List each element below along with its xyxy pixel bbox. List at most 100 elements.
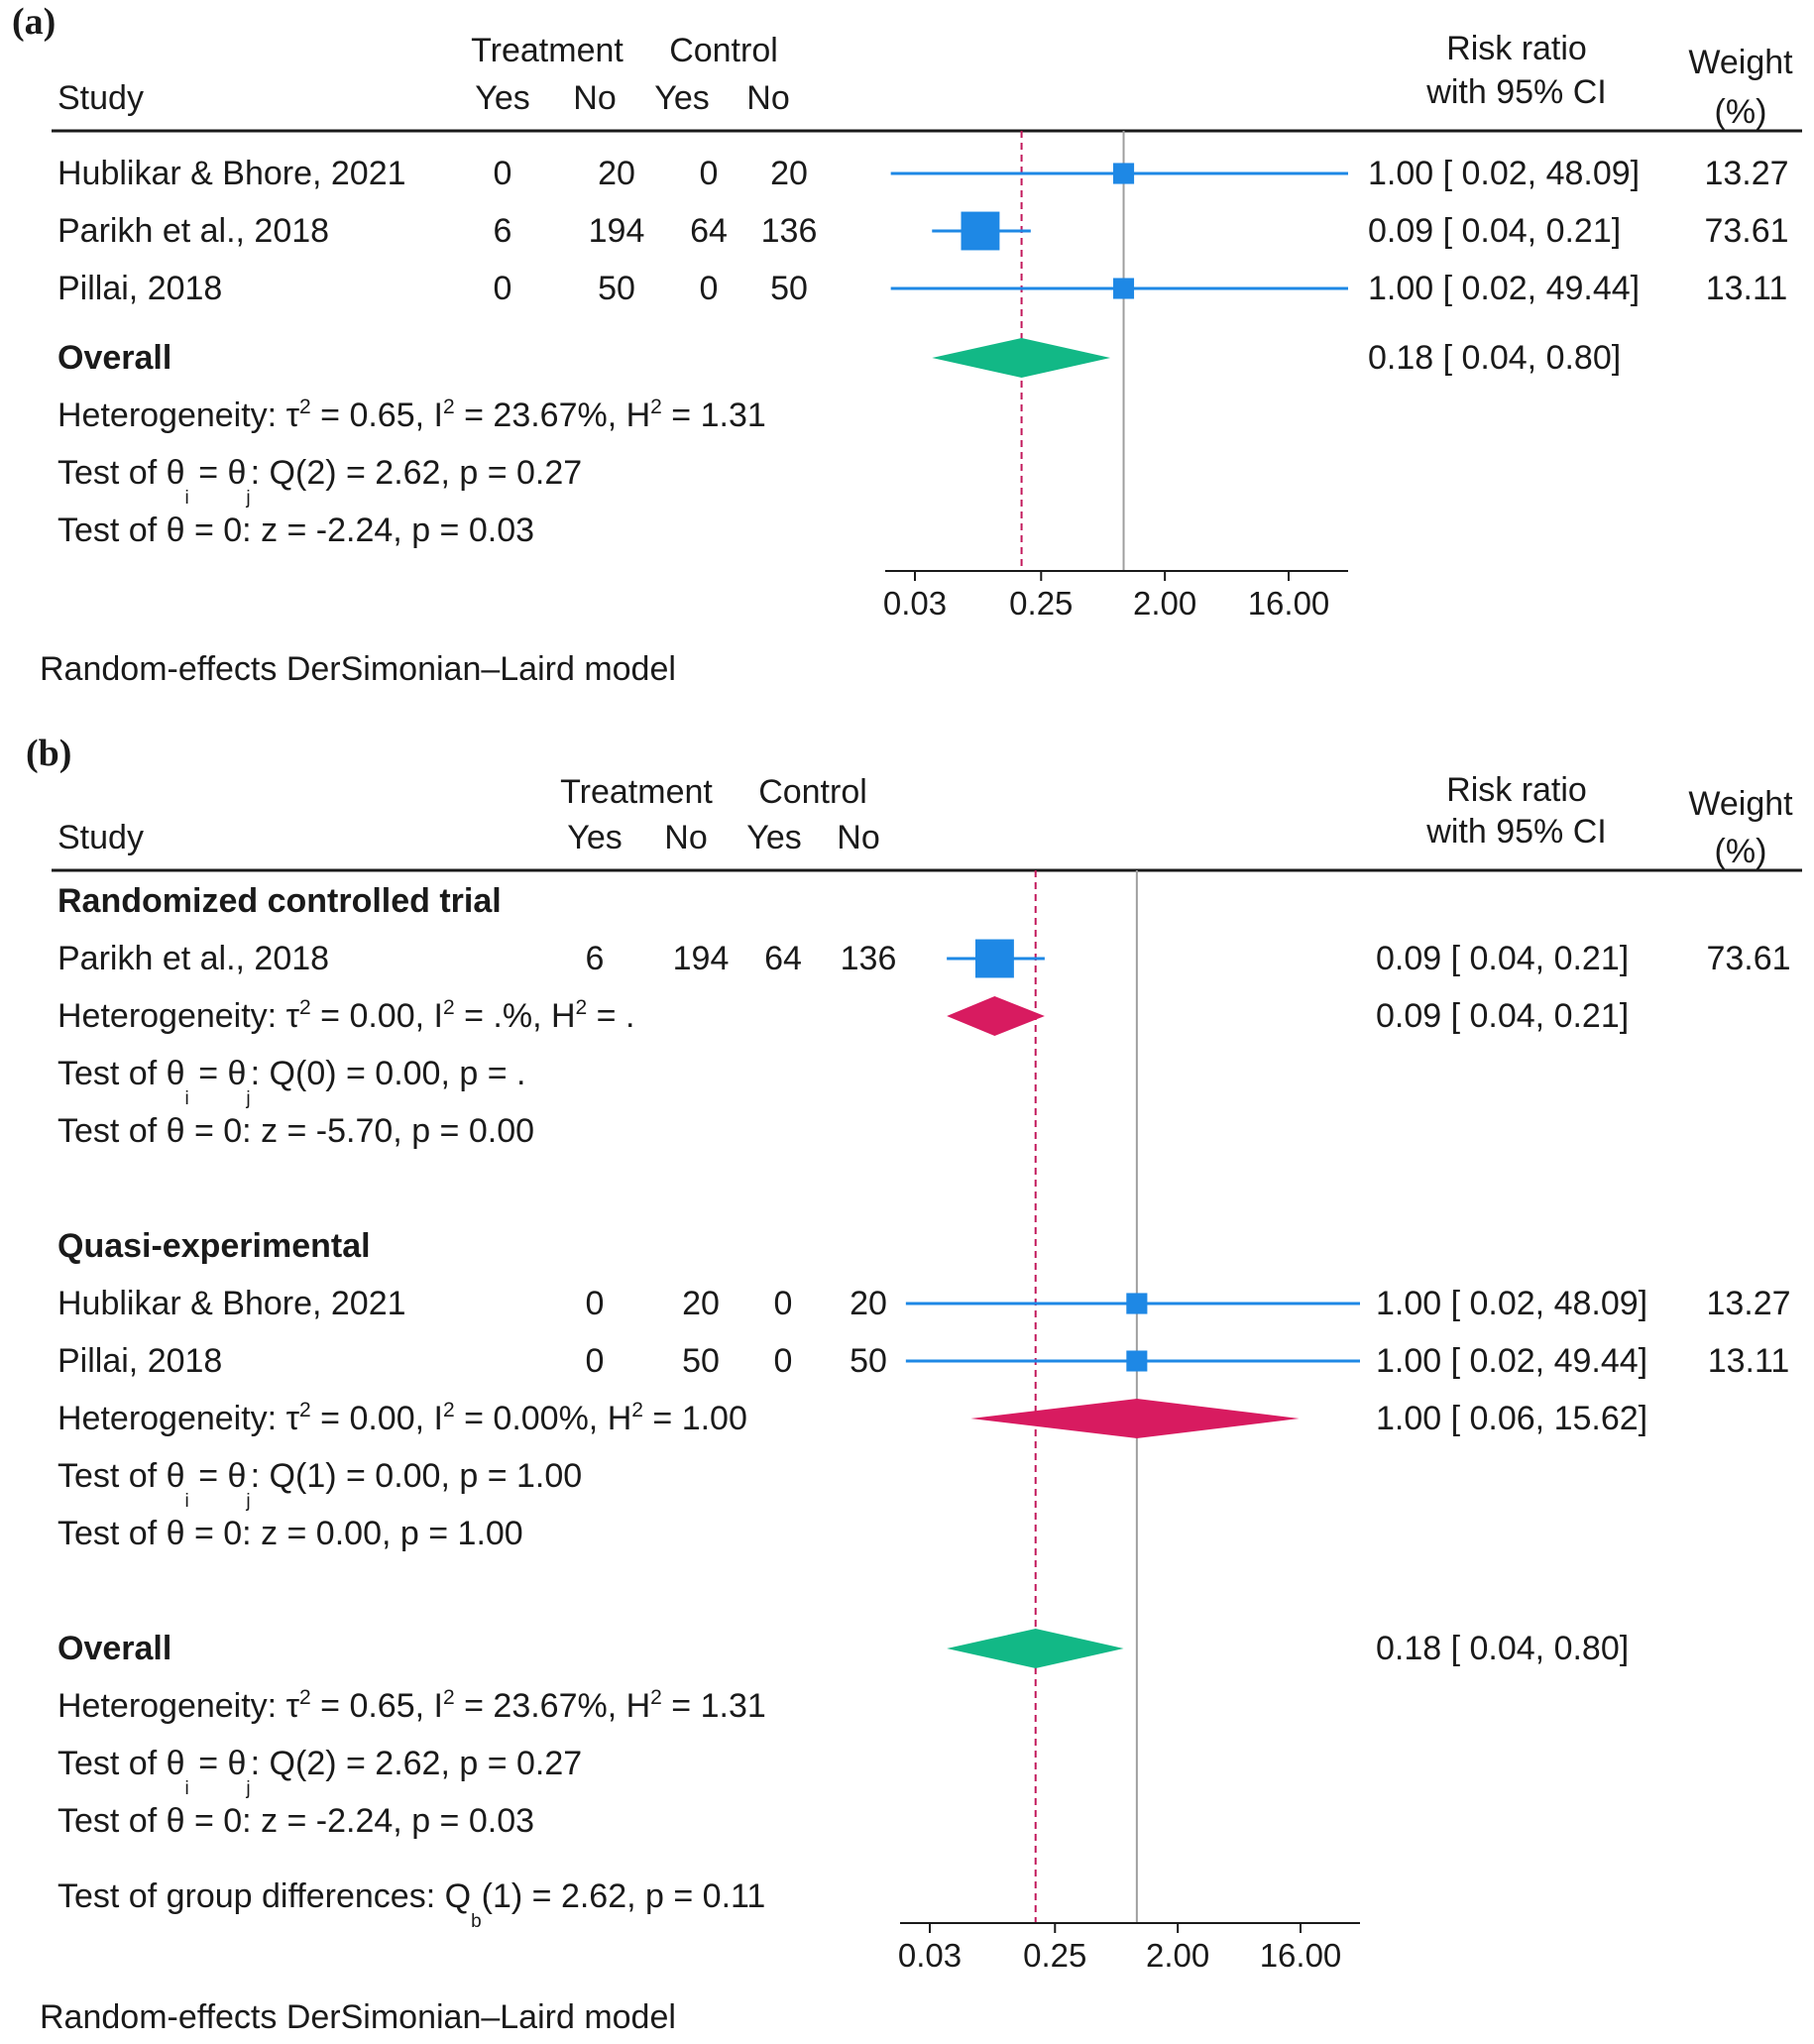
ci-text: 0.09 [ 0.04, 0.21]	[1368, 212, 1621, 250]
header-weight-unit: (%)	[1715, 93, 1767, 131]
model-footnote: Random-effects DerSimonian–Laird model	[40, 1998, 676, 2036]
subgroup-diamond	[970, 1399, 1300, 1438]
study-label: Hublikar & Bhore, 2021	[57, 1285, 406, 1322]
stat-line-q: Test of θi = θj: Q(2) = 2.62, p = 0.27	[57, 454, 582, 509]
header-control: Control	[669, 32, 778, 69]
control-yes-value: 0	[774, 1285, 793, 1322]
ci-text: 1.00 [ 0.02, 48.09]	[1376, 1285, 1647, 1322]
header-ci: with 95% CI	[1425, 73, 1606, 111]
stat-line-q: Test of θi = θj: Q(0) = 0.00, p = .	[57, 1055, 525, 1109]
header-treatment-no: No	[664, 819, 707, 856]
control-no-value: 20	[850, 1285, 887, 1322]
study-label: Parikh et al., 2018	[57, 212, 329, 250]
x-tick-label: 0.25	[1009, 585, 1073, 622]
x-tick-label: 0.03	[883, 585, 947, 622]
study-marker	[1126, 1293, 1148, 1314]
x-tick-label: 0.25	[1023, 1937, 1086, 1974]
ci-text: 1.00 [ 0.02, 49.44]	[1368, 270, 1640, 307]
ci-text: 0.09 [ 0.04, 0.21]	[1376, 940, 1629, 977]
stat-line-het: Heterogeneity: τ2 = 0.65, I2 = 23.67%, H…	[57, 1686, 766, 1725]
forest-panel-b: (b) Treatment Control Study Yes No Yes No Risk r…	[26, 733, 1802, 2036]
header-control-no: No	[837, 819, 879, 856]
stat-line-qb: Test of group differences: Qb(1) = 2.62,…	[57, 1877, 765, 1932]
forest-panel-a: (a) Treatment Control Study Yes No Yes No Risk r…	[12, 1, 1802, 688]
x-tick-label: 2.00	[1146, 1937, 1209, 1974]
header-treatment: Treatment	[471, 32, 624, 69]
subgroup-ci-text: 1.00 [ 0.06, 15.62]	[1376, 1400, 1647, 1437]
treatment-yes-value: 0	[494, 155, 512, 192]
study-label: Pillai, 2018	[57, 1342, 222, 1380]
subgroup-label: Quasi-experimental	[57, 1227, 371, 1265]
header-study: Study	[57, 79, 144, 117]
stat-line-z: Test of θ = 0: z = -2.24, p = 0.03	[57, 1802, 534, 1840]
x-tick-label: 2.00	[1133, 585, 1196, 622]
panel-label: (a)	[12, 1, 56, 43]
overall-label: Overall	[57, 1630, 171, 1667]
overall-diamond	[932, 338, 1111, 378]
treatment-yes-value: 6	[494, 212, 512, 250]
control-yes-value: 0	[700, 270, 719, 307]
weight-value: 13.11	[1706, 270, 1788, 307]
control-yes-value: 0	[700, 155, 719, 192]
header-weight-unit: (%)	[1715, 833, 1767, 870]
header-risk-ratio: Risk ratio	[1446, 771, 1587, 809]
x-tick-label: 0.03	[898, 1937, 962, 1974]
weight-value: 13.27	[1706, 1285, 1790, 1322]
panel-label: (b)	[26, 733, 71, 774]
control-yes-value: 64	[764, 940, 802, 977]
stat-line-het: Heterogeneity: τ2 = 0.00, I2 = 0.00%, H2…	[57, 1399, 747, 1437]
treatment-no-value: 50	[682, 1342, 720, 1380]
stat-line-z: Test of θ = 0: z = -5.70, p = 0.00	[57, 1112, 534, 1150]
control-no-value: 50	[770, 270, 808, 307]
ci-text: 1.00 [ 0.02, 48.09]	[1368, 155, 1640, 192]
study-marker	[1113, 278, 1135, 299]
treatment-yes-value: 0	[586, 1285, 605, 1322]
overall-ci-text: 0.18 [ 0.04, 0.80]	[1376, 1630, 1629, 1667]
study-label: Parikh et al., 2018	[57, 940, 329, 977]
treatment-no-value: 50	[598, 270, 635, 307]
header-study: Study	[57, 819, 144, 856]
stat-line-het: Heterogeneity: τ2 = 0.65, I2 = 23.67%, H…	[57, 396, 766, 434]
treatment-yes-value: 0	[586, 1342, 605, 1380]
control-no-value: 136	[761, 212, 818, 250]
header-treatment: Treatment	[560, 773, 713, 811]
overall-label: Overall	[57, 339, 171, 377]
header-control-yes: Yes	[746, 819, 801, 856]
header-control-yes: Yes	[654, 79, 709, 117]
weight-value: 13.11	[1708, 1342, 1790, 1380]
control-yes-value: 0	[774, 1342, 793, 1380]
treatment-no-value: 20	[682, 1285, 720, 1322]
weight-value: 73.61	[1704, 212, 1788, 250]
header-ci: with 95% CI	[1425, 813, 1606, 851]
treatment-yes-value: 6	[586, 940, 605, 977]
treatment-no-value: 194	[673, 940, 730, 977]
study-label: Hublikar & Bhore, 2021	[57, 155, 406, 192]
header-treatment-no: No	[573, 79, 616, 117]
header-treatment-yes: Yes	[475, 79, 529, 117]
study-marker	[974, 939, 1014, 978]
x-tick-label: 16.00	[1248, 585, 1330, 622]
study-marker	[1126, 1350, 1148, 1372]
study-label: Pillai, 2018	[57, 270, 222, 307]
treatment-no-value: 20	[598, 155, 635, 192]
treatment-yes-value: 0	[494, 270, 512, 307]
overall-ci-text: 0.18 [ 0.04, 0.80]	[1368, 339, 1621, 377]
subgroup-ci-text: 0.09 [ 0.04, 0.21]	[1376, 997, 1629, 1035]
subgroup-diamond	[947, 996, 1045, 1036]
header-risk-ratio: Risk ratio	[1446, 30, 1587, 67]
control-yes-value: 64	[690, 212, 728, 250]
study-marker	[961, 211, 1000, 251]
stat-line-z: Test of θ = 0: z = 0.00, p = 1.00	[57, 1515, 523, 1552]
header-control-no: No	[746, 79, 789, 117]
stat-line-het: Heterogeneity: τ2 = 0.00, I2 = .%, H2 = …	[57, 996, 634, 1035]
study-marker	[1112, 163, 1135, 184]
stat-line-q: Test of θi = θj: Q(1) = 0.00, p = 1.00	[57, 1457, 582, 1512]
weight-value: 73.61	[1706, 940, 1790, 977]
header-treatment-yes: Yes	[567, 819, 622, 856]
control-no-value: 50	[850, 1342, 887, 1380]
control-no-value: 136	[841, 940, 897, 977]
weight-value: 13.27	[1704, 155, 1788, 192]
treatment-no-value: 194	[589, 212, 645, 250]
